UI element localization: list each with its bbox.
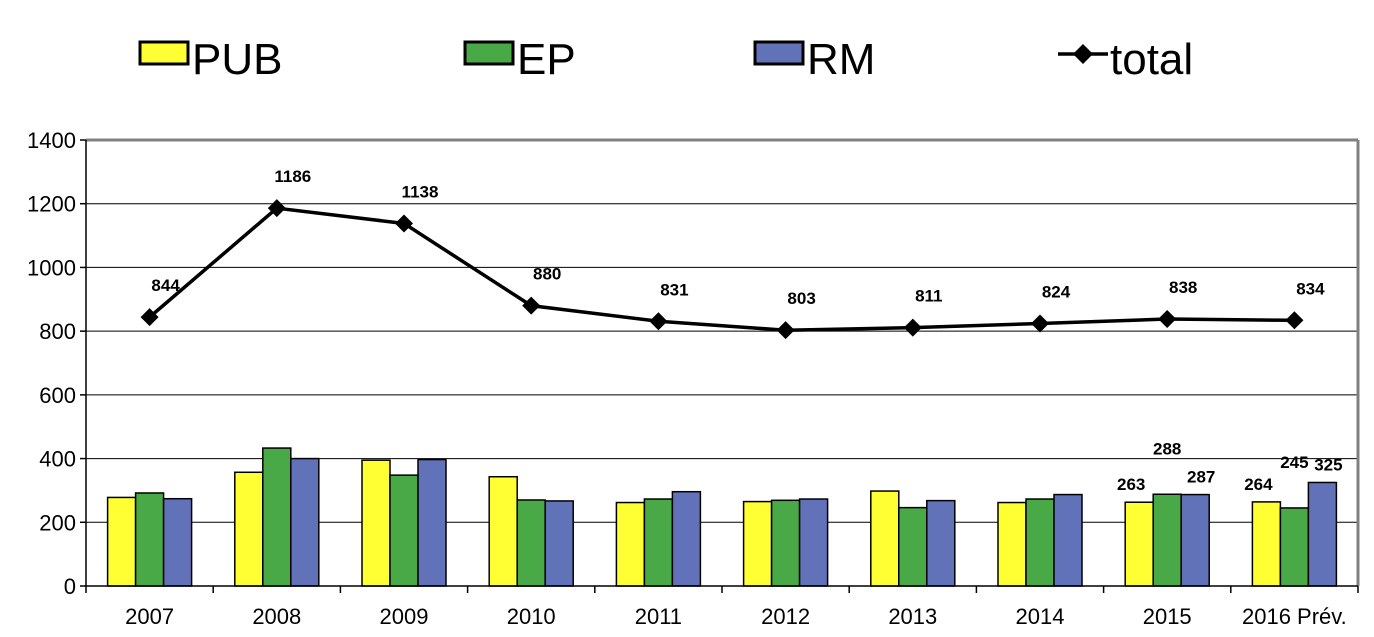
bar-pub: [361, 459, 391, 587]
bar-value-label: 245: [1280, 453, 1308, 472]
x-tick-label: 2007: [125, 604, 174, 629]
total-value-label: 1138: [402, 182, 439, 201]
total-value-label: 824: [1042, 282, 1071, 301]
legend-swatch-ep: [463, 40, 515, 66]
y-tick-label: 1200: [27, 192, 76, 217]
bar-pub: [488, 475, 518, 587]
y-tick-label: 1000: [27, 255, 76, 280]
x-tick-label: 2010: [507, 604, 556, 629]
bar-pub: [870, 490, 900, 587]
total-point: [1031, 314, 1049, 333]
bar-pub: [106, 496, 137, 587]
y-tick-label: 0: [64, 574, 76, 599]
x-tick-label: 2013: [888, 604, 937, 629]
total-line-group: [140, 199, 1304, 340]
total-value-label: 803: [787, 289, 815, 308]
total-value-label: 831: [660, 280, 688, 299]
legend-swatch-rm: [753, 40, 805, 66]
bar-value-label: 263: [1117, 475, 1145, 494]
y-tick-label: 200: [39, 510, 76, 535]
bar-ep: [134, 492, 165, 587]
x-tick-label: 2014: [1016, 604, 1065, 629]
data-labels: 263 288 287 264 245 325 844 1186 1138 880 831 803 81…: [151, 167, 1342, 494]
bar-rm: [1180, 493, 1210, 587]
total-point: [776, 321, 795, 340]
total-point: [1158, 310, 1177, 329]
total-point: [649, 312, 668, 331]
bar-ep: [1279, 507, 1310, 587]
bar-ep: [262, 447, 292, 587]
y-tick-label: 400: [39, 447, 76, 472]
total-value-label: 811: [915, 287, 942, 306]
y-tick-label: 600: [39, 383, 76, 408]
total-point: [267, 199, 286, 218]
bar-rm: [290, 457, 320, 587]
bar-value-label: 288: [1153, 439, 1181, 458]
bar-ep: [516, 499, 546, 587]
bar-value-label: 287: [1187, 468, 1215, 487]
bar-rm: [1053, 493, 1083, 587]
total-line: [148, 206, 1295, 332]
total-value-label: 838: [1169, 278, 1197, 297]
bar-pub: [997, 501, 1027, 587]
bar-pub: [234, 471, 264, 587]
bar-ep: [1025, 498, 1055, 587]
total-value-label: 834: [1296, 279, 1325, 298]
bar-pub: [1251, 501, 1282, 587]
bar-rm: [671, 490, 702, 587]
bars: [106, 447, 1338, 587]
legend-marker-total: [1073, 44, 1093, 64]
bar-rm: [1307, 481, 1338, 587]
bar-rm: [162, 497, 193, 587]
bar-ep: [643, 498, 674, 587]
total-value-label: 880: [533, 265, 561, 284]
bar-value-label: 264: [1244, 475, 1273, 494]
x-tick-label: 2008: [252, 604, 301, 629]
total-value-label: 844: [151, 276, 180, 295]
x-tick-label: 2016 Prév.: [1242, 604, 1347, 629]
bar-ep: [389, 474, 419, 587]
total-point: [1285, 311, 1304, 330]
total-value-label: 1186: [274, 167, 311, 186]
bar-ep: [1152, 493, 1182, 587]
y-tick-label: 800: [39, 319, 76, 344]
legend-swatch-pub: [138, 40, 190, 66]
legend-label-pub: PUB: [192, 35, 282, 84]
total-point: [522, 296, 541, 315]
legend-label-rm: RM: [807, 35, 875, 84]
legend-label-total: total: [1110, 35, 1193, 84]
bar-rm: [544, 500, 574, 587]
y-tick-label: 1400: [27, 128, 76, 153]
total-point: [903, 318, 922, 337]
legend-label-ep: EP: [517, 35, 576, 84]
bar-rm: [926, 499, 956, 587]
bar-value-label: 325: [1314, 455, 1342, 474]
bar-rm: [798, 498, 829, 587]
bar-ep: [898, 506, 928, 587]
x-tick-label: 2009: [380, 604, 429, 629]
x-tick-label: 2011: [635, 604, 682, 629]
bar-pub: [615, 501, 646, 587]
total-point: [395, 214, 413, 233]
bar-ep: [770, 499, 801, 587]
legend: PUB EP RM total: [138, 35, 1193, 84]
x-tick-label: 2012: [761, 604, 810, 629]
axes: 0 200 400 600 800 1000 1200 1400 2007 2008 2009 201…: [27, 128, 1360, 629]
bar-pub: [1124, 501, 1154, 587]
total-point: [140, 308, 159, 327]
bar-pub: [742, 500, 773, 587]
x-tick-label: 2015: [1143, 604, 1192, 629]
bar-rm: [417, 458, 447, 587]
